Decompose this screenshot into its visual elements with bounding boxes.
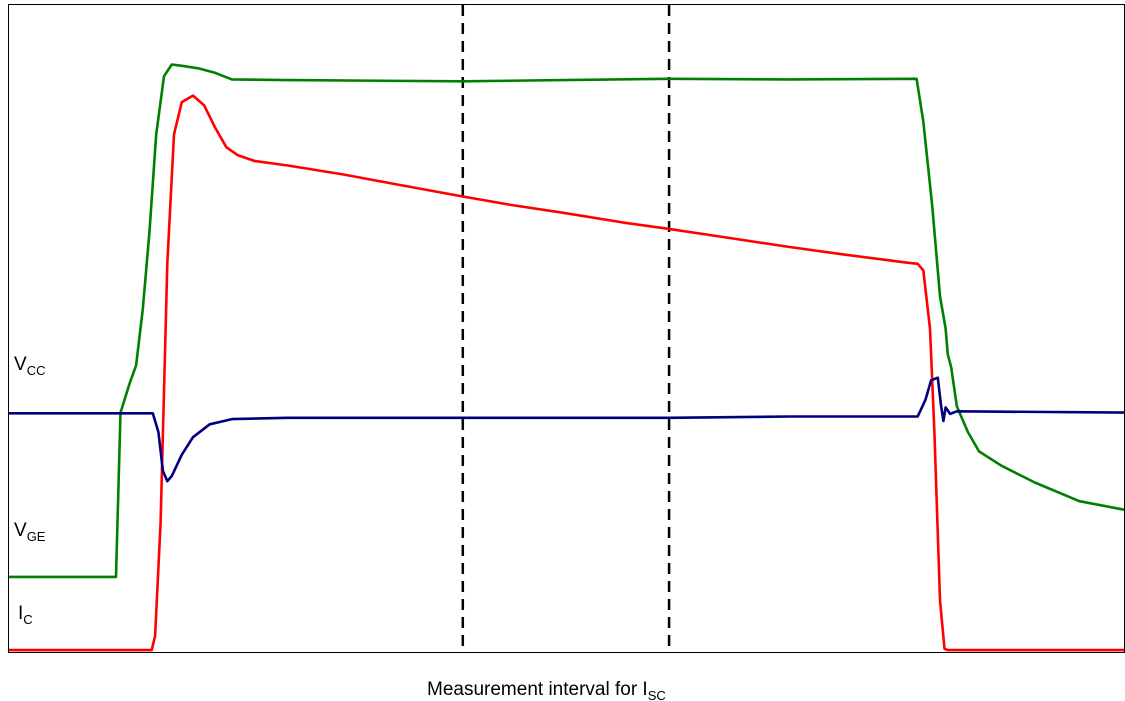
plot-frame <box>8 4 1125 653</box>
vcc-label: VCC <box>14 354 45 378</box>
ic-trace <box>9 94 1124 652</box>
ic-label: IC <box>18 603 33 627</box>
vcc-trace <box>9 376 1125 483</box>
series-group <box>9 63 1125 652</box>
vge-trace <box>9 63 1125 579</box>
interval-markers <box>461 5 671 652</box>
vge-label: VGE <box>14 520 46 544</box>
x-caption: Measurement interval for ISC <box>427 679 666 701</box>
